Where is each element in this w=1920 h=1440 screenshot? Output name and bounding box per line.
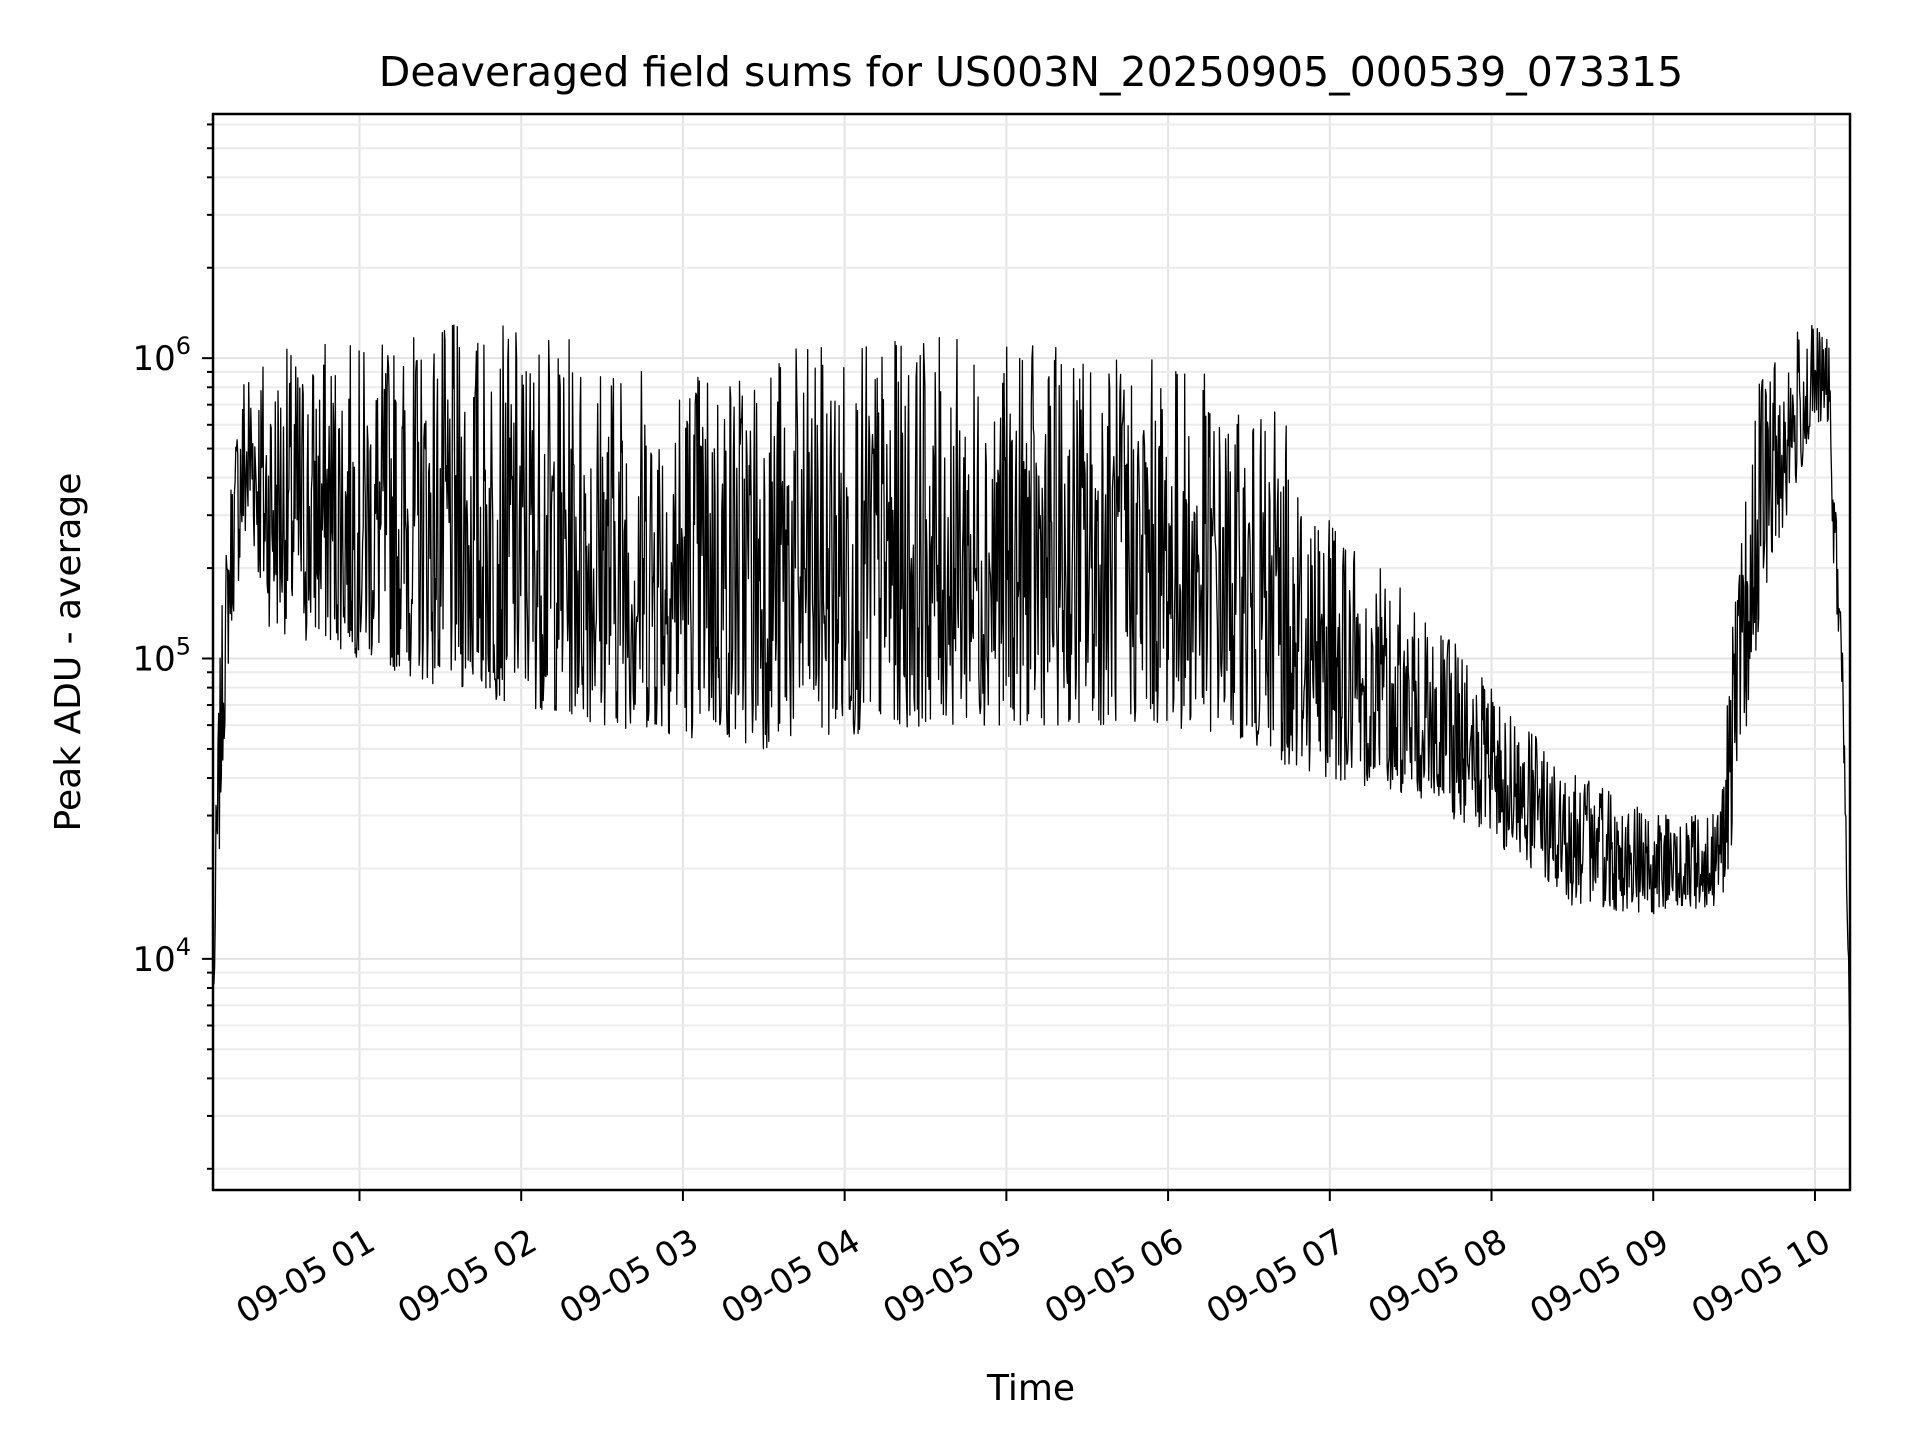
x-axis-label: Time [986,1368,1075,1409]
y-axis-label: Peak ADU - average [48,473,89,832]
axes-frame [211,112,1852,1192]
y-tick-label: 104 [132,933,191,980]
series-line [213,324,1851,1035]
grid [213,114,1850,1190]
y-tick-label: 106 [132,332,191,379]
y-tick-label: 105 [132,633,191,680]
series-layer [213,324,1851,1035]
chart-title: Deaveraged field sums for US003N_2025090… [379,48,1683,96]
